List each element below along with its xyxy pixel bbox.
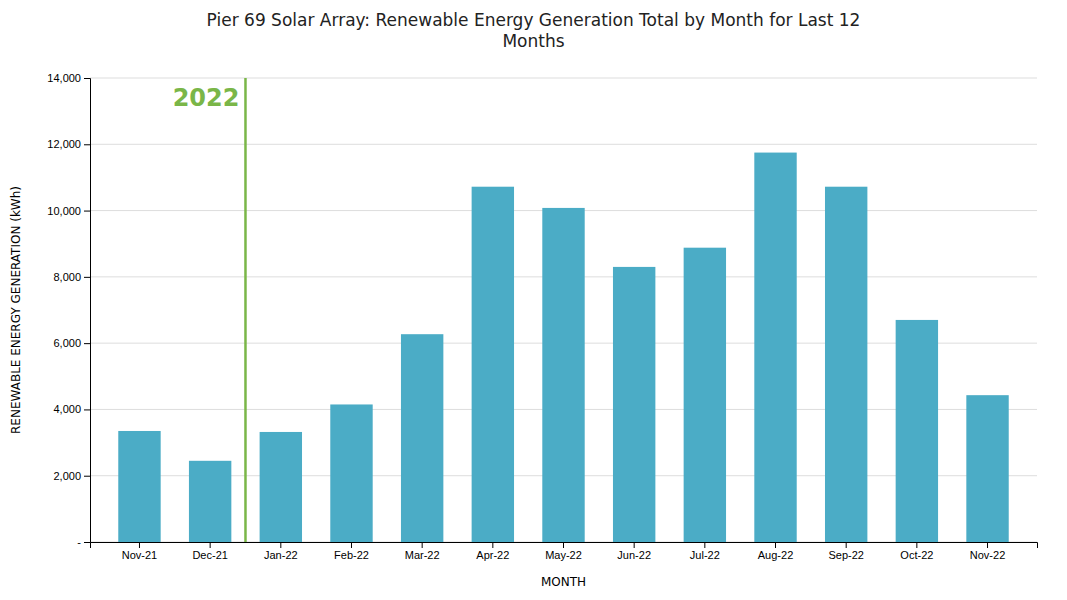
grid-line xyxy=(90,78,1037,79)
bars xyxy=(118,153,1008,542)
x-tick-mark xyxy=(210,542,211,548)
x-tick-label: Apr-22 xyxy=(476,549,509,561)
bar xyxy=(825,187,867,542)
x-tick-mark xyxy=(916,542,917,548)
x-tick-label: May-22 xyxy=(545,549,582,561)
bar xyxy=(330,404,372,542)
bar xyxy=(542,208,584,542)
y-tick-mark xyxy=(84,409,90,410)
x-tick: Feb-22 xyxy=(334,542,369,561)
y-tick-mark xyxy=(84,343,90,344)
x-tick-label: Jun-22 xyxy=(617,549,651,561)
bar xyxy=(189,461,231,542)
plot: Nov-21 Dec-21 Jan-22 Feb-22 Mar-22 Apr-22 May-… xyxy=(47,72,1037,561)
x-tick-mark xyxy=(987,542,988,548)
y-tick-label: 8,000 xyxy=(53,271,81,283)
bar xyxy=(754,153,796,542)
y-tick: 10,000 xyxy=(47,205,90,217)
x-tick-label: Dec-21 xyxy=(192,549,227,561)
x-tick-mark xyxy=(351,542,352,548)
grid-line xyxy=(90,144,1037,145)
x-tick: Nov-21 xyxy=(122,542,157,561)
x-tick-label: Sep-22 xyxy=(828,549,863,561)
y-tick-label: - xyxy=(77,536,81,548)
y-tick-mark xyxy=(84,277,90,278)
x-axis-line xyxy=(91,543,1038,549)
x-tick-label: Nov-22 xyxy=(970,549,1005,561)
y-tick-mark xyxy=(84,476,90,477)
x-tick: Oct-22 xyxy=(900,542,933,561)
y-tick-label: 10,000 xyxy=(47,205,81,217)
y-tick-label: 2,000 xyxy=(53,470,81,482)
x-tick-mark xyxy=(634,542,635,548)
y-tick: 2,000 xyxy=(53,470,90,482)
chart: Pier 69 Solar Array: Renewable Energy Ge… xyxy=(0,0,1067,600)
y-axis-line xyxy=(84,79,91,543)
y-tick: 8,000 xyxy=(53,271,90,283)
y-tick-label: 4,000 xyxy=(53,403,81,415)
annotation-text: 2022 xyxy=(173,84,240,112)
y-tick: 14,000 xyxy=(47,72,90,84)
y-axis-title: RENEWABLE ENERGY GENERATION (kWh) xyxy=(9,186,23,434)
x-tick: Nov-22 xyxy=(970,542,1005,561)
x-tick-mark xyxy=(139,542,140,548)
x-tick-label: Feb-22 xyxy=(334,549,369,561)
x-tick-mark xyxy=(422,542,423,548)
x-tick-label: Aug-22 xyxy=(758,549,793,561)
x-axis-title: MONTH xyxy=(541,575,586,589)
annotation: 2022 xyxy=(173,78,246,542)
x-tick-mark xyxy=(492,542,493,548)
x-tick: Dec-21 xyxy=(192,542,227,561)
x-tick-mark xyxy=(775,542,776,548)
bar xyxy=(896,320,938,542)
bar xyxy=(613,267,655,542)
y-tick-mark xyxy=(84,542,90,543)
y-tick-label: 12,000 xyxy=(47,138,81,150)
x-tick-mark xyxy=(563,542,564,548)
x-tick: Sep-22 xyxy=(828,542,863,561)
x-tick-label: Jan-22 xyxy=(264,549,298,561)
y-tick-mark xyxy=(84,144,90,145)
y-tick-mark xyxy=(84,211,90,212)
y-axis: - 2,000 4,000 6,000 8,000 10,000 12,000 14,000 xyxy=(47,72,90,548)
x-tick: Aug-22 xyxy=(758,542,793,561)
x-axis: Nov-21 Dec-21 Jan-22 Feb-22 Mar-22 Apr-22 May-… xyxy=(91,542,1038,561)
bar xyxy=(260,432,302,542)
y-tick: 6,000 xyxy=(53,337,90,349)
bar xyxy=(118,431,160,542)
x-tick-mark xyxy=(280,542,281,548)
y-tick: 4,000 xyxy=(53,403,90,415)
bar xyxy=(401,334,443,542)
x-tick-label: Jul-22 xyxy=(690,549,720,561)
x-tick-label: Mar-22 xyxy=(405,549,440,561)
bar xyxy=(966,395,1008,542)
grid xyxy=(90,78,1037,542)
x-tick-mark xyxy=(704,542,705,548)
x-tick: Apr-22 xyxy=(476,542,509,561)
annotation-line xyxy=(244,78,247,542)
x-tick-label: Nov-21 xyxy=(122,549,157,561)
title: Pier 69 Solar Array: Renewable Energy Ge… xyxy=(207,10,861,51)
y-tick-mark xyxy=(84,78,90,79)
x-tick-mark xyxy=(846,542,847,548)
x-tick: May-22 xyxy=(545,542,582,561)
x-tick: Mar-22 xyxy=(405,542,440,561)
y-tick: 12,000 xyxy=(47,138,90,150)
y-tick-label: 14,000 xyxy=(47,72,81,84)
y-tick: - xyxy=(77,536,90,548)
bar xyxy=(684,248,726,542)
x-tick: Jul-22 xyxy=(690,542,720,561)
x-tick: Jun-22 xyxy=(617,542,651,561)
x-tick-label: Oct-22 xyxy=(900,549,933,561)
x-tick: Jan-22 xyxy=(264,542,298,561)
y-tick-label: 6,000 xyxy=(53,337,81,349)
bar xyxy=(472,187,514,542)
